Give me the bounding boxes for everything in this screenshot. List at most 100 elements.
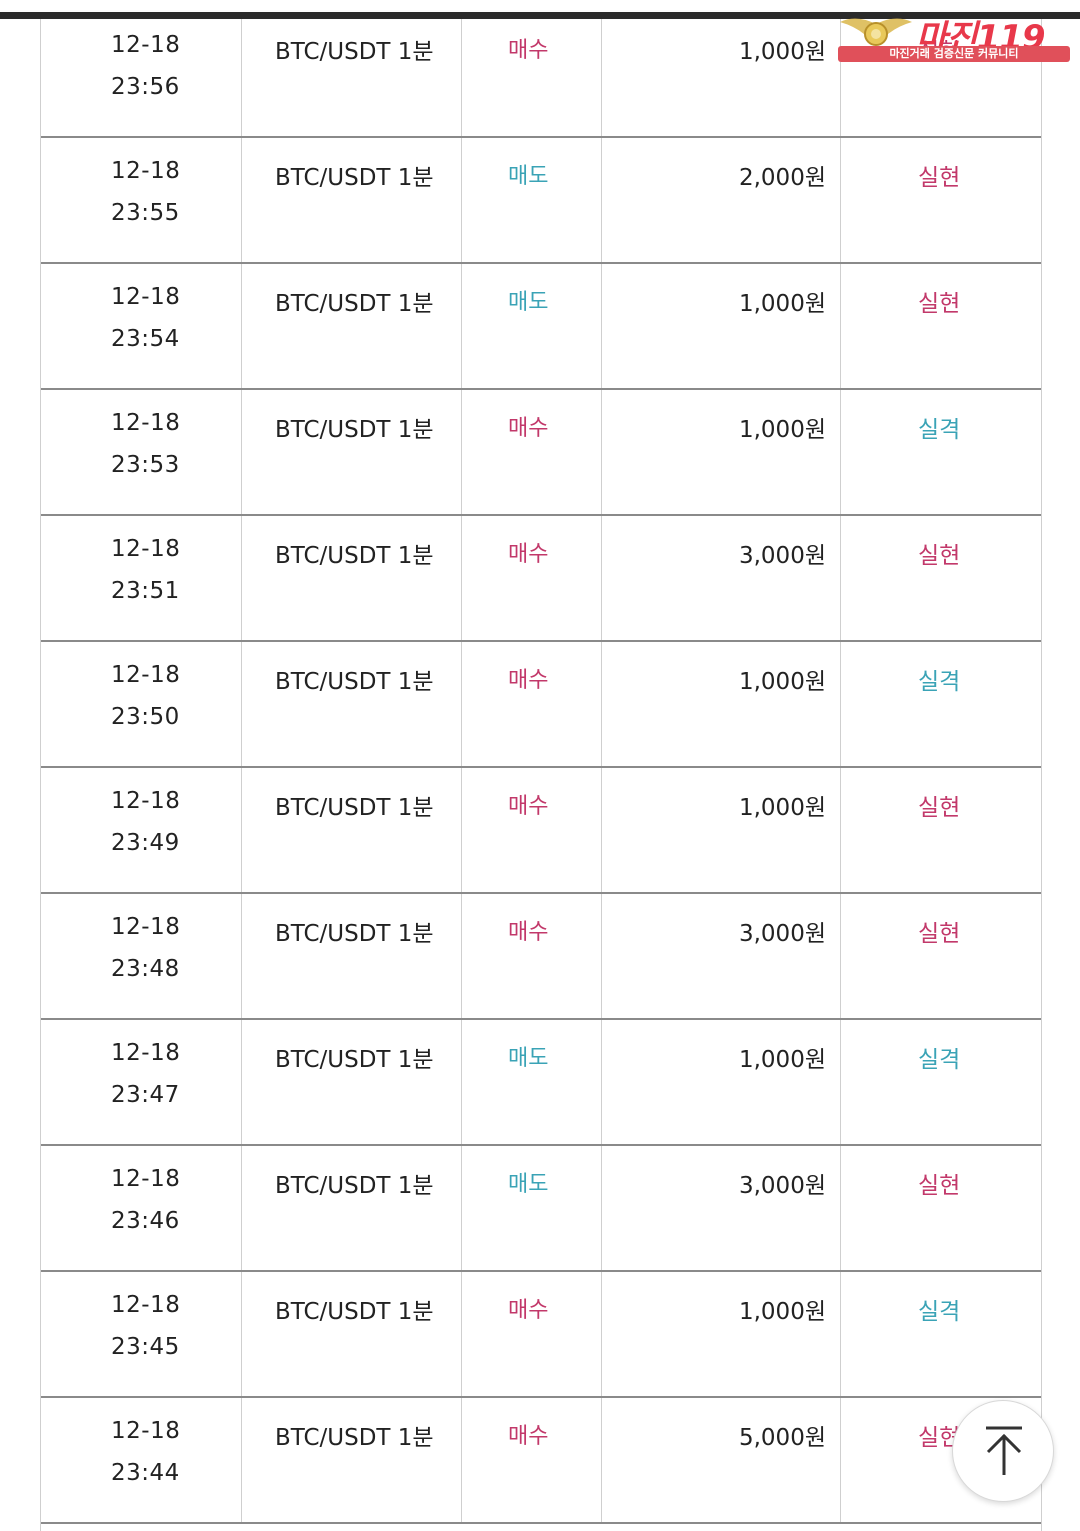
trade-side: 매수 xyxy=(508,920,549,945)
trade-side: 매도 xyxy=(508,1172,549,1197)
table-row: 12-18 23:51 BTC/USDT 1분 매수 3,000원 실현 xyxy=(41,516,1041,642)
pair-cell: BTC/USDT 1분 xyxy=(242,642,462,766)
table-row: 12-18 23:44 BTC/USDT 1분 매수 5,000원 실현 xyxy=(41,1398,1041,1524)
trade-pair: BTC/USDT 1분 xyxy=(275,417,434,443)
trade-side: 매수 xyxy=(508,38,549,63)
trade-result: 실격 xyxy=(918,1047,961,1073)
trade-side: 매수 xyxy=(508,1298,549,1323)
trade-date: 12-18 xyxy=(111,1040,181,1066)
trade-result: 실격 xyxy=(918,1299,961,1325)
result-cell: 실현 xyxy=(841,138,1041,262)
trade-result: 실현 xyxy=(918,165,961,191)
trade-pair: BTC/USDT 1분 xyxy=(275,1047,434,1073)
trade-date: 12-18 xyxy=(111,1292,181,1318)
trade-time: 23:53 xyxy=(111,452,180,478)
trade-pair: BTC/USDT 1분 xyxy=(275,1425,434,1451)
side-cell: 매도 xyxy=(462,138,602,262)
time-cell: 12-18 23:45 xyxy=(41,1272,242,1396)
time-cell: 12-18 23:47 xyxy=(41,1020,242,1144)
top-divider-bar xyxy=(0,12,1080,19)
trade-side: 매수 xyxy=(508,668,549,693)
trade-time: 23:48 xyxy=(111,956,180,982)
trade-time: 23:50 xyxy=(111,704,180,730)
time-cell: 12-18 23:51 xyxy=(41,516,242,640)
pair-cell: BTC/USDT 1분 xyxy=(242,768,462,892)
side-cell: 매수 xyxy=(462,894,602,1018)
trade-time: 23:51 xyxy=(111,578,180,604)
side-cell: 매수 xyxy=(462,390,602,514)
emblem-icon xyxy=(840,18,912,46)
trade-result: 실격 xyxy=(918,417,961,443)
time-cell: 12-18 23:55 xyxy=(41,138,242,262)
time-cell: 12-18 23:44 xyxy=(41,1398,242,1522)
trade-time: 23:55 xyxy=(111,200,180,226)
amount-cell: 1,000원 xyxy=(602,390,841,514)
result-cell: 실격 xyxy=(841,390,1041,514)
trade-side: 매도 xyxy=(508,1046,549,1071)
side-cell: 매수 xyxy=(462,516,602,640)
trade-pair: BTC/USDT 1분 xyxy=(275,669,434,695)
trade-date: 12-18 xyxy=(111,662,181,688)
side-cell: 매수 xyxy=(462,768,602,892)
time-cell: 12-18 23:56 xyxy=(41,19,242,136)
trade-side: 매수 xyxy=(508,1424,549,1449)
table-row: 12-18 23:47 BTC/USDT 1분 매도 1,000원 실격 xyxy=(41,1020,1041,1146)
trade-pair: BTC/USDT 1분 xyxy=(275,1173,434,1199)
trade-time: 23:44 xyxy=(111,1460,180,1486)
table-row: 12-18 23:50 BTC/USDT 1분 매수 1,000원 실격 xyxy=(41,642,1041,768)
trade-side: 매수 xyxy=(508,794,549,819)
trade-amount: 3,000원 xyxy=(738,1173,826,1199)
trade-history-table: 12-18 23:56 BTC/USDT 1분 매수 1,000원 실현 12-… xyxy=(40,19,1042,1531)
side-cell: 매수 xyxy=(462,1272,602,1396)
trade-pair: BTC/USDT 1분 xyxy=(275,39,434,65)
trade-amount: 1,000원 xyxy=(738,1047,826,1073)
amount-cell: 5,000원 xyxy=(602,1398,841,1522)
time-cell: 12-18 23:54 xyxy=(41,264,242,388)
pair-cell: BTC/USDT 1분 xyxy=(242,1272,462,1396)
trade-side: 매수 xyxy=(508,542,549,567)
scroll-to-top-button[interactable] xyxy=(952,1400,1054,1502)
trade-date: 12-18 xyxy=(111,1418,181,1444)
table-row: 12-18 23:49 BTC/USDT 1분 매수 1,000원 실현 xyxy=(41,768,1041,894)
side-cell: 매수 xyxy=(462,642,602,766)
table-row: 12-18 23:55 BTC/USDT 1분 매도 2,000원 실현 xyxy=(41,138,1041,264)
pair-cell: BTC/USDT 1분 xyxy=(242,1146,462,1270)
time-cell: 12-18 23:50 xyxy=(41,642,242,766)
side-cell: 매수 xyxy=(462,1398,602,1522)
trade-amount: 1,000원 xyxy=(738,291,826,317)
amount-cell: 1,000원 xyxy=(602,1272,841,1396)
trade-result: 실현 xyxy=(918,291,961,317)
trade-pair: BTC/USDT 1분 xyxy=(275,165,434,191)
trade-time: 23:45 xyxy=(111,1334,180,1360)
result-cell: 실격 xyxy=(841,1020,1041,1144)
result-cell: 실현 xyxy=(841,1146,1041,1270)
table-row: 12-18 23:54 BTC/USDT 1분 매도 1,000원 실현 xyxy=(41,264,1041,390)
amount-cell: 1,000원 xyxy=(602,768,841,892)
trade-time: 23:56 xyxy=(111,74,180,100)
trade-amount: 1,000원 xyxy=(738,1299,826,1325)
side-cell: 매도 xyxy=(462,264,602,388)
trade-time: 23:46 xyxy=(111,1208,180,1234)
watermark-logo: 마진119 마진거래 검증신문 커뮤니티 xyxy=(836,12,1072,64)
amount-cell: 3,000원 xyxy=(602,516,841,640)
trade-amount: 3,000원 xyxy=(738,543,826,569)
trade-date: 12-18 xyxy=(111,914,181,940)
table-row: 12-18 23:45 BTC/USDT 1분 매수 1,000원 실격 xyxy=(41,1272,1041,1398)
pair-cell: BTC/USDT 1분 xyxy=(242,138,462,262)
time-cell: 12-18 23:53 xyxy=(41,390,242,514)
trade-amount: 1,000원 xyxy=(738,39,826,65)
pair-cell: BTC/USDT 1분 xyxy=(242,1398,462,1522)
amount-cell: 3,000원 xyxy=(602,894,841,1018)
trade-time: 23:47 xyxy=(111,1082,180,1108)
trade-time: 23:54 xyxy=(111,326,180,352)
side-cell: 매도 xyxy=(462,1146,602,1270)
arrow-up-icon xyxy=(986,1426,1022,1475)
time-cell: 12-18 23:48 xyxy=(41,894,242,1018)
trade-result: 실현 xyxy=(918,1173,961,1199)
trade-pair: BTC/USDT 1분 xyxy=(275,543,434,569)
brand-tagline: 마진거래 검증신문 커뮤니티 xyxy=(838,46,1070,62)
trade-amount: 1,000원 xyxy=(738,669,826,695)
amount-cell: 2,000원 xyxy=(602,138,841,262)
result-cell: 실현 xyxy=(841,264,1041,388)
pair-cell: BTC/USDT 1분 xyxy=(242,516,462,640)
